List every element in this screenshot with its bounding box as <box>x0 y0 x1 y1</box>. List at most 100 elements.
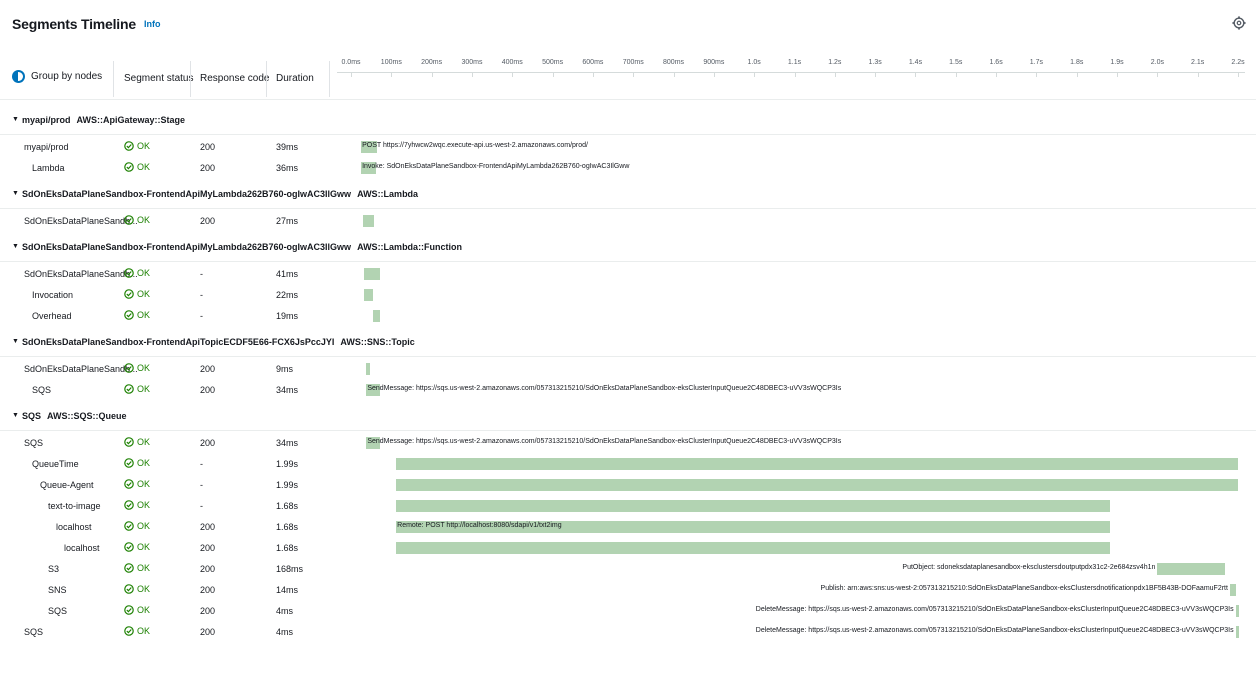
response-code: - <box>200 311 203 321</box>
response-code: - <box>200 290 203 300</box>
axis-tick-label: 1.0s <box>747 59 761 66</box>
axis-tick <box>512 72 514 77</box>
segment-bar[interactable] <box>1229 584 1236 596</box>
segment-bar[interactable] <box>363 289 373 301</box>
axis-tick-label: 400ms <box>501 59 523 66</box>
segment-row[interactable]: myapi/prod OK 200 39ms POST https://7yhwcw2w… <box>0 137 1256 158</box>
segment-bar[interactable] <box>363 215 374 227</box>
segment-row[interactable]: SdOnEksDataPlaneSandb... OK 200 9ms <box>0 359 1256 380</box>
segment-bar[interactable] <box>366 384 381 396</box>
duration-value: 34ms <box>276 385 299 395</box>
group-node-type: AWS::SQS::Queue <box>47 411 127 421</box>
segment-status: OK <box>124 310 150 320</box>
response-code-header[interactable]: Response code <box>200 73 270 84</box>
segment-name: Overhead <box>32 311 72 321</box>
duration-header[interactable]: Duration <box>276 73 314 84</box>
axis-tick <box>915 72 917 77</box>
segment-bar[interactable] <box>396 458 1238 470</box>
check-circle-icon <box>124 384 134 394</box>
axis-tick-label: 0.0ms <box>341 59 361 66</box>
group-row[interactable]: ▼ SQS AWS::SQS::Queue <box>0 401 1256 431</box>
response-code: 200 <box>200 522 216 532</box>
segment-bar[interactable] <box>366 437 381 449</box>
segment-bar[interactable] <box>366 363 370 375</box>
segment-row[interactable]: Overhead OK - 19ms <box>0 306 1256 327</box>
segment-status: OK <box>124 542 150 552</box>
segment-bar[interactable] <box>361 141 377 153</box>
caret-down-icon[interactable]: ▼ <box>12 338 19 345</box>
segment-name: SQS <box>48 606 68 616</box>
status-text: OK <box>137 626 151 636</box>
caret-down-icon[interactable]: ▼ <box>12 243 19 250</box>
segment-status: OK <box>124 521 150 531</box>
segment-name: localhost <box>64 543 100 553</box>
group-node-type: AWS::ApiGateway::Stage <box>76 115 186 125</box>
group-row[interactable]: ▼ myapi/prod AWS::ApiGateway::Stage <box>0 105 1256 135</box>
check-circle-icon <box>124 479 134 489</box>
group-by-nodes-toggle[interactable]: Group by nodes <box>12 70 102 83</box>
segment-bar[interactable] <box>396 479 1238 491</box>
axis-tick <box>834 72 836 77</box>
segment-row[interactable]: SQS OK 200 4ms DeleteMessage: https://sqs.us… <box>0 622 1256 643</box>
segment-bar[interactable] <box>361 162 376 174</box>
segment-name: SNS <box>48 585 67 595</box>
response-code: 200 <box>200 606 216 616</box>
caret-down-icon[interactable]: ▼ <box>12 116 19 123</box>
segment-row[interactable]: S3 OK 200 168ms PutObject: sdoneksdataplanes… <box>0 559 1256 580</box>
axis-tick-label: 1.9s <box>1110 59 1124 66</box>
segment-bar[interactable] <box>396 542 1110 554</box>
group-row[interactable]: ▼ SdOnEksDataPlaneSandbox-FrontendApiTopi… <box>0 327 1256 357</box>
info-link[interactable]: Info <box>143 19 161 29</box>
segment-row[interactable]: localhost OK 200 1.68s <box>0 538 1256 559</box>
segment-bar[interactable] <box>1235 626 1239 638</box>
status-text: OK <box>137 268 151 278</box>
segment-status: OK <box>124 626 150 636</box>
status-text: OK <box>137 563 151 573</box>
segment-bar-label: Publish: arn:aws:sns:us-west-2:057313215… <box>820 585 1228 592</box>
toggle-icon[interactable] <box>12 70 25 83</box>
group-node-name: SQS <box>22 411 42 421</box>
duration-value: 4ms <box>276 627 294 637</box>
status-text: OK <box>137 289 151 299</box>
segment-bar[interactable] <box>1235 605 1239 617</box>
gear-icon[interactable] <box>1232 16 1246 30</box>
segment-row[interactable]: SQS OK 200 34ms SendMessage: https://sqs.us-… <box>0 433 1256 454</box>
segment-row[interactable]: Lambda OK 200 36ms Invoke: SdOnEksDataPlaneS… <box>0 158 1256 179</box>
segment-status: OK <box>124 500 150 510</box>
group-row[interactable]: ▼ SdOnEksDataPlaneSandbox-FrontendApiMyLa… <box>0 232 1256 262</box>
segment-bar[interactable] <box>372 310 381 322</box>
segment-row[interactable]: Invocation OK - 22ms <box>0 285 1256 306</box>
segment-name: SQS <box>24 627 44 637</box>
status-text: OK <box>137 162 151 172</box>
group-name: myapi/prod AWS::ApiGateway::Stage <box>22 115 185 125</box>
status-text: OK <box>137 215 151 225</box>
status-text: OK <box>137 141 151 151</box>
segment-row[interactable]: SQS OK 200 4ms DeleteMessage: https://sqs.us… <box>0 601 1256 622</box>
segment-row[interactable]: SQS OK 200 34ms SendMessage: https://sqs.us-… <box>0 380 1256 401</box>
axis-tick <box>673 72 675 77</box>
segment-row[interactable]: SNS OK 200 14ms Publish: arn:aws:sns:us-west… <box>0 580 1256 601</box>
caret-down-icon[interactable]: ▼ <box>12 412 19 419</box>
check-circle-icon <box>124 437 134 447</box>
segment-row[interactable]: SdOnEksDataPlaneSandb... OK - 41ms <box>0 264 1256 285</box>
segment-bar[interactable] <box>363 268 381 280</box>
segment-bar-label: DeleteMessage: https://sqs.us-west-2.ama… <box>755 606 1234 613</box>
segment-bar[interactable] <box>396 521 1110 533</box>
group-row[interactable]: ▼ SdOnEksDataPlaneSandbox-FrontendApiMyLa… <box>0 179 1256 209</box>
segment-row[interactable]: localhost OK 200 1.68s Remote: POST http://l… <box>0 517 1256 538</box>
segment-bar[interactable] <box>396 500 1110 512</box>
segment-row[interactable]: Queue-Agent OK - 1.99s <box>0 475 1256 496</box>
status-text: OK <box>137 384 151 394</box>
title-bar: Segments Timeline Info <box>12 14 160 34</box>
segment-row[interactable]: QueueTime OK - 1.99s <box>0 454 1256 475</box>
segment-name: Queue-Agent <box>40 480 94 490</box>
caret-down-icon[interactable]: ▼ <box>12 190 19 197</box>
group-name: SdOnEksDataPlaneSandbox-FrontendApiMyLam… <box>22 242 462 252</box>
segment-row[interactable]: text-to-image OK - 1.68s <box>0 496 1256 517</box>
segment-status-header[interactable]: Segment status <box>124 73 194 84</box>
axis-tick <box>955 72 957 77</box>
segment-bar[interactable] <box>1157 563 1226 575</box>
axis-tick <box>1238 72 1239 77</box>
axis-tick-label: 900ms <box>703 59 725 66</box>
segment-row[interactable]: SdOnEksDataPlaneSandb... OK 200 27ms <box>0 211 1256 232</box>
